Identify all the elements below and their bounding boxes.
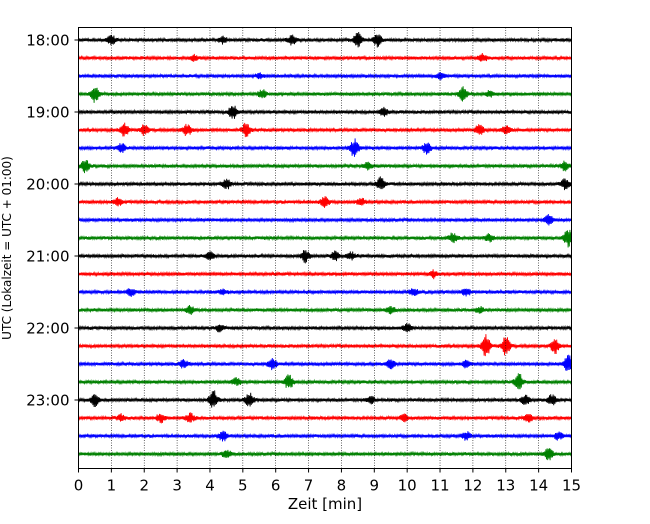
x-tick-label: 14 (529, 477, 548, 495)
x-tick-label: 0 (74, 477, 84, 495)
trace-row-19 (78, 373, 572, 390)
x-tick-label: 5 (238, 477, 248, 495)
y-tick-label: 22:00 (26, 320, 69, 338)
x-tick-label: 9 (370, 477, 380, 495)
trace-row-09 (78, 196, 572, 208)
x-tick-label: 10 (398, 477, 417, 495)
trace-row-11 (78, 229, 572, 248)
trace-row-23 (78, 448, 572, 461)
x-tick-label: 12 (463, 477, 482, 495)
trace-row-13 (78, 269, 572, 280)
trace-row-01 (78, 53, 572, 62)
x-tick-label: 2 (139, 477, 149, 495)
trace-row-08 (78, 176, 572, 191)
x-tick-label: 11 (430, 477, 449, 495)
x-tick-label: 4 (205, 477, 215, 495)
x-tick-label: 3 (172, 477, 182, 495)
y-axis-label: UTC (Lokalzeit = UTC + 01:00) (0, 156, 14, 340)
vertical-grid (111, 27, 539, 469)
x-tick-label: 15 (562, 477, 581, 495)
trace-row-06 (78, 138, 572, 157)
y-tick-label: 21:00 (26, 248, 69, 266)
trace-row-17 (78, 334, 572, 357)
plot-frame (78, 27, 572, 469)
trace-row-22 (78, 430, 572, 442)
trace-row-07 (78, 159, 572, 174)
trace-row-10 (78, 214, 572, 226)
x-tick-label: 1 (107, 477, 117, 495)
x-tick-label: 13 (496, 477, 515, 495)
trace-row-20 (78, 390, 572, 408)
y-axis-ticks: 18:00 19:00 20:00 21:00 22:00 23:00 (26, 32, 79, 410)
trace-row-15 (78, 304, 572, 315)
y-tick-label: 23:00 (26, 392, 69, 410)
trace-row-16 (78, 323, 572, 333)
x-tick-label: 6 (271, 477, 281, 495)
x-axis-ticks: 0 1 2 3 4 5 6 7 8 9 10 11 12 13 14 15 (74, 468, 581, 495)
y-tick-label: 20:00 (26, 176, 69, 194)
trace-row-03 (78, 86, 572, 103)
trace-row-21 (78, 412, 572, 424)
trace-row-02 (78, 72, 572, 81)
trace-row-18 (78, 354, 572, 371)
trace-layer (78, 32, 572, 461)
y-tick-label: 18:00 (26, 32, 69, 50)
x-tick-label: 7 (304, 477, 314, 495)
x-axis-label: Zeit [min] (288, 495, 362, 513)
x-tick-label: 8 (337, 477, 347, 495)
trace-row-05 (78, 122, 572, 138)
y-tick-label: 19:00 (26, 104, 69, 122)
trace-row-12 (78, 250, 572, 264)
trace-row-00 (78, 32, 572, 48)
trace-row-14 (78, 288, 572, 297)
trace-row-04 (78, 105, 572, 119)
